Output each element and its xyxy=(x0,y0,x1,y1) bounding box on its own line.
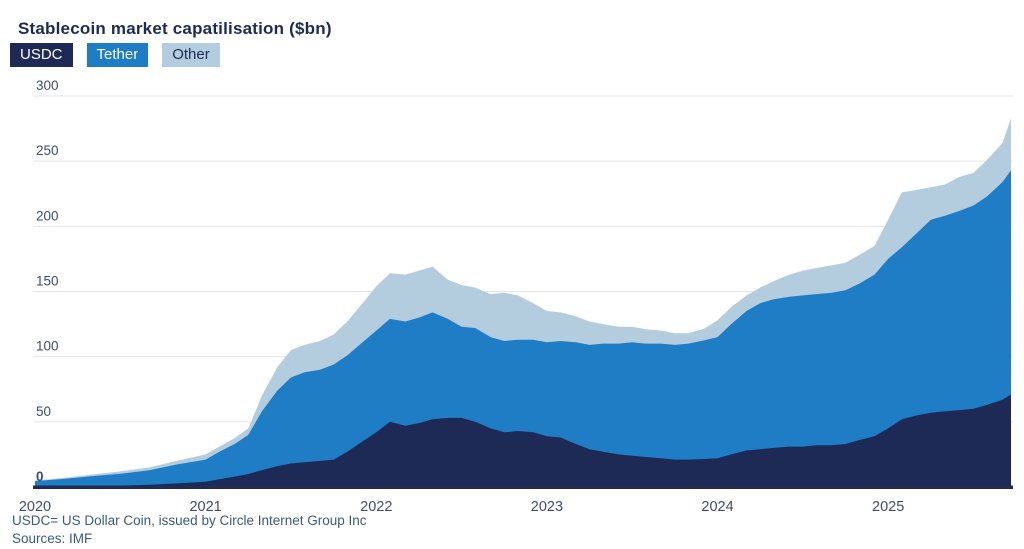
x-tick-label-2023: 2023 xyxy=(531,499,563,515)
y-tick-label-200: 200 xyxy=(36,208,59,223)
legend: USDC Tether Other xyxy=(10,43,220,67)
legend-item-other: Other xyxy=(162,43,220,67)
x-tick-label-2020: 2020 xyxy=(19,499,51,515)
x-tick-label-2025: 2025 xyxy=(872,499,904,515)
chart-title: Stablecoin market capatilisation ($bn) xyxy=(18,19,332,39)
x-tick-label-2021: 2021 xyxy=(189,499,221,515)
y-tick-label-100: 100 xyxy=(36,339,59,354)
x-tick-label-2024: 2024 xyxy=(701,499,733,515)
y-tick-label-150: 150 xyxy=(36,274,59,289)
footnote-usdc-definition: USDC= US Dollar Coin, issued by Circle I… xyxy=(12,513,367,528)
legend-item-usdc: USDC xyxy=(10,43,73,67)
y-tick-label-50: 50 xyxy=(36,404,51,419)
legend-item-tether: Tether xyxy=(86,43,149,67)
y-tick-label-300: 300 xyxy=(36,78,59,93)
x-axis-line xyxy=(33,485,1013,489)
area-usdc xyxy=(35,394,1011,487)
footnote-source: Sources: IMF xyxy=(12,531,93,546)
y-tick-label-250: 250 xyxy=(36,143,59,158)
x-tick-label-2022: 2022 xyxy=(360,499,392,515)
area-tether xyxy=(35,170,1011,488)
y-tick-label-0: 0 xyxy=(36,469,44,484)
